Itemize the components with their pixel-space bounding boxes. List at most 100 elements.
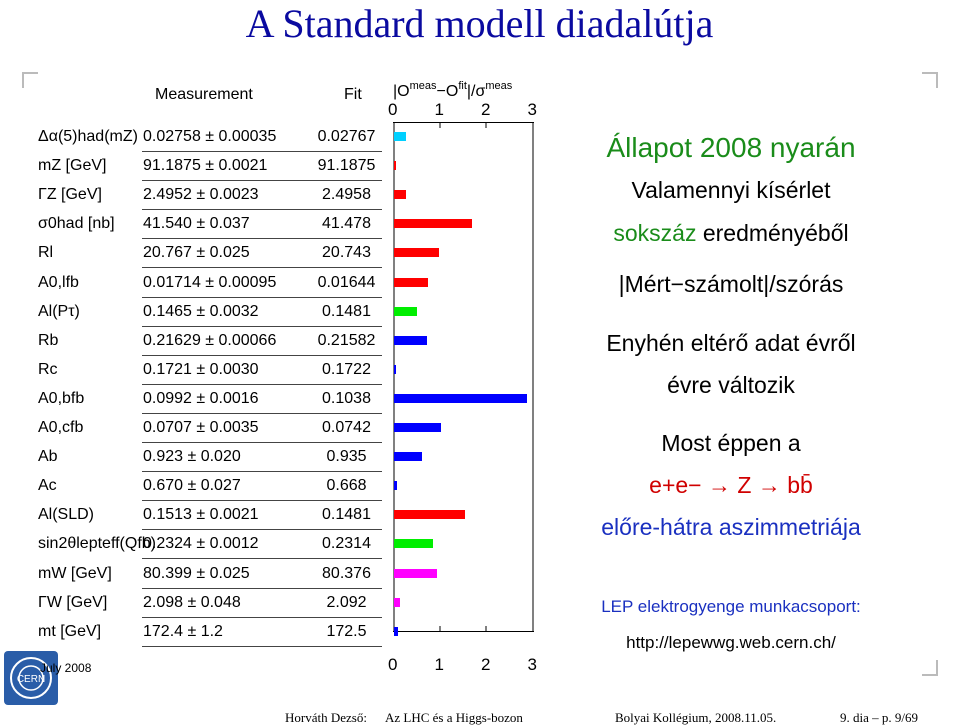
row-fit: 80.376 bbox=[322, 564, 371, 582]
row-fit: 2.4958 bbox=[322, 186, 371, 204]
pull-plot bbox=[393, 122, 534, 636]
row-label: Ac bbox=[38, 477, 57, 495]
row-label: Δα(5)had(mZ) bbox=[38, 128, 138, 145]
pull-bar bbox=[394, 190, 407, 200]
row-label: A0,lfb bbox=[38, 273, 79, 291]
row-separator bbox=[142, 412, 382, 414]
row-fit: 41.478 bbox=[322, 215, 371, 233]
table-row: mW [GeV] 80.399 ± 0.025 80.376 bbox=[0, 559, 390, 589]
row-fit: 0.1038 bbox=[322, 389, 371, 407]
row-label: mt [GeV] bbox=[38, 622, 102, 640]
footer-page: 9. dia – p. 9/69 bbox=[840, 710, 918, 725]
footer-venue: Bolyai Kollégium, 2008.11.05. bbox=[615, 710, 777, 725]
pull-bar bbox=[394, 161, 396, 171]
pull-bar bbox=[394, 597, 401, 607]
side-results: sokszáz eredményéből bbox=[556, 218, 906, 248]
row-separator bbox=[142, 238, 382, 240]
row-separator bbox=[142, 383, 382, 385]
slide-title: A Standard modell diadalútja bbox=[245, 1, 714, 46]
side-url-link[interactable]: http://lepewwg.web.cern.ch/ bbox=[626, 633, 836, 652]
row-label: σ0had [nb] bbox=[38, 215, 115, 233]
side-asymmetry: előre-hátra aszimmetriája bbox=[601, 514, 861, 540]
pull-bar bbox=[394, 248, 439, 258]
side-now: Most éppen a bbox=[661, 430, 801, 456]
table-row: ΓZ [GeV] 2.4952 ± 0.0023 2.4958 bbox=[0, 180, 390, 211]
row-measurement: 0.21629 ± 0.00066 bbox=[143, 331, 277, 349]
pull-axes bbox=[393, 122, 534, 632]
header-fit: Fit bbox=[344, 86, 362, 103]
row-measurement: 0.670 ± 0.027 bbox=[143, 477, 241, 495]
row-measurement: 0.02758 ± 0.00035 bbox=[143, 128, 277, 145]
row-label: A0,bfb bbox=[38, 389, 85, 407]
date-label: July 2008 bbox=[40, 661, 92, 675]
row-fit: 0.0742 bbox=[322, 419, 371, 436]
table-row: A0,cfb 0.0707 ± 0.0035 0.0742 bbox=[0, 413, 390, 443]
side-process: e+e− → Z → bb̄ bbox=[649, 472, 813, 498]
row-label: Rc bbox=[38, 360, 58, 378]
row-separator bbox=[142, 354, 382, 356]
frame-corner-top-right bbox=[922, 72, 938, 88]
table-row: mt [GeV] 172.4 ± 1.2 172.5 bbox=[0, 617, 390, 647]
row-fit: 0.2314 bbox=[322, 535, 371, 553]
row-separator bbox=[142, 616, 382, 618]
side-status: Állapot 2008 nyarán bbox=[606, 132, 856, 163]
side-results-rest: eredményéből bbox=[702, 220, 849, 246]
row-measurement: 80.399 ± 0.025 bbox=[143, 564, 250, 582]
row-measurement: 2.4952 ± 0.0023 bbox=[143, 186, 259, 204]
table-row: Δα(5)had(mZ) 0.02758 ± 0.00035 0.02767 bbox=[0, 122, 390, 152]
side-deviation-2: évre változik bbox=[667, 372, 795, 398]
row-separator bbox=[142, 500, 382, 502]
pull-bar bbox=[394, 452, 422, 462]
row-separator bbox=[142, 180, 382, 182]
row-label: Rl bbox=[38, 244, 54, 262]
axis-tick-label: 3 bbox=[527, 655, 537, 674]
table-row: A0,lfb 0.01714 ± 0.00095 0.01644 bbox=[0, 268, 390, 298]
axis-tick-label: 2 bbox=[481, 655, 491, 674]
row-measurement: 0.1721 ± 0.0030 bbox=[143, 360, 259, 378]
row-label: ΓW [GeV] bbox=[38, 593, 108, 611]
row-fit: 20.743 bbox=[322, 244, 371, 262]
row-separator bbox=[142, 296, 382, 298]
pull-bar bbox=[394, 132, 407, 141]
row-fit: 0.02767 bbox=[317, 128, 376, 145]
row-separator bbox=[142, 151, 382, 152]
table-row: Ab 0.923 ± 0.020 0.935 bbox=[0, 442, 390, 473]
frame-corner-bottom-right bbox=[922, 660, 938, 676]
row-measurement: 91.1875 ± 0.0021 bbox=[143, 157, 268, 175]
pull-bar bbox=[394, 481, 398, 491]
axis-tick-label: 2 bbox=[481, 100, 491, 119]
row-label: Rb bbox=[38, 331, 59, 349]
row-separator bbox=[142, 645, 382, 647]
row-separator bbox=[142, 558, 382, 560]
row-separator bbox=[142, 325, 382, 327]
row-label: Ab bbox=[38, 448, 58, 466]
pull-bar bbox=[394, 626, 398, 636]
pull-bar bbox=[394, 510, 465, 520]
pull-bar bbox=[394, 335, 427, 345]
row-measurement: 172.4 ± 1.2 bbox=[143, 622, 223, 640]
axis-tick-label: 0 bbox=[388, 100, 398, 119]
row-label: mZ [GeV] bbox=[38, 157, 107, 175]
frame-corner-top-left bbox=[22, 72, 38, 88]
pull-bar bbox=[394, 306, 418, 316]
row-separator bbox=[142, 529, 382, 531]
axis-tick-label: 3 bbox=[527, 100, 537, 119]
row-fit: 0.668 bbox=[326, 477, 367, 495]
row-separator bbox=[142, 267, 382, 269]
row-separator bbox=[142, 209, 382, 211]
row-fit: 2.092 bbox=[326, 593, 367, 611]
footer-author: Horváth Dezső: bbox=[285, 710, 367, 725]
pull-bar bbox=[394, 539, 433, 549]
axis-tick-label: 1 bbox=[434, 655, 444, 674]
side-lep-group: LEP elektrogyenge munkacsoport: bbox=[601, 597, 861, 616]
row-measurement: 0.01714 ± 0.00095 bbox=[143, 273, 277, 291]
row-measurement: 0.0707 ± 0.0035 bbox=[143, 419, 259, 436]
axis-tick-label: 0 bbox=[388, 655, 398, 674]
table-row: σ0had [nb] 41.540 ± 0.037 41.478 bbox=[0, 209, 390, 240]
table-row: Rb 0.21629 ± 0.00066 0.21582 bbox=[0, 326, 390, 356]
row-separator bbox=[142, 442, 382, 443]
row-measurement: 0.0992 ± 0.0016 bbox=[143, 389, 259, 407]
side-all-experiments: Valamennyi kísérlet bbox=[631, 177, 831, 203]
row-measurement: 0.1465 ± 0.0032 bbox=[143, 302, 259, 320]
table-row: A0,bfb 0.0992 ± 0.0016 0.1038 bbox=[0, 384, 390, 414]
